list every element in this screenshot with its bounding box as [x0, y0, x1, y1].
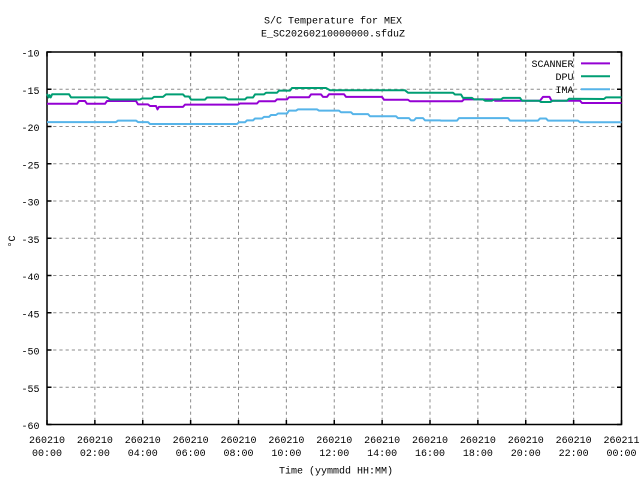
- svg-text:260210: 260210: [220, 436, 256, 447]
- svg-text:06:00: 06:00: [176, 449, 206, 460]
- svg-text:14:00: 14:00: [367, 449, 397, 460]
- svg-text:-20: -20: [21, 124, 39, 135]
- svg-text:-50: -50: [21, 348, 39, 359]
- svg-text:°C: °C: [7, 235, 19, 247]
- svg-text:08:00: 08:00: [223, 449, 253, 460]
- svg-text:260210: 260210: [29, 436, 65, 447]
- svg-text:00:00: 00:00: [32, 449, 62, 460]
- svg-text:E_SC20260210000000.sfduZ: E_SC20260210000000.sfduZ: [261, 29, 405, 41]
- svg-text:-10: -10: [21, 50, 39, 61]
- svg-text:02:00: 02:00: [80, 449, 110, 460]
- svg-text:-60: -60: [21, 422, 39, 433]
- svg-text:DPU: DPU: [555, 73, 573, 84]
- svg-text:-55: -55: [21, 385, 39, 396]
- svg-text:-35: -35: [21, 236, 39, 247]
- svg-text:S/C Temperature for MEX: S/C Temperature for MEX: [264, 16, 402, 28]
- svg-text:-15: -15: [21, 87, 39, 98]
- svg-text:18:00: 18:00: [463, 449, 493, 460]
- svg-text:Time (yymmdd HH:MM): Time (yymmdd HH:MM): [279, 466, 393, 478]
- svg-text:00:00: 00:00: [606, 449, 636, 460]
- svg-text:260210: 260210: [508, 436, 544, 447]
- svg-text:260210: 260210: [268, 436, 304, 447]
- svg-text:260210: 260210: [460, 436, 496, 447]
- svg-text:12:00: 12:00: [319, 449, 349, 460]
- svg-text:260210: 260210: [125, 436, 161, 447]
- svg-text:20:00: 20:00: [511, 449, 541, 460]
- svg-text:-30: -30: [21, 199, 39, 210]
- svg-text:260210: 260210: [173, 436, 209, 447]
- svg-text:260210: 260210: [364, 436, 400, 447]
- svg-text:260210: 260210: [316, 436, 352, 447]
- svg-text:260210: 260210: [412, 436, 448, 447]
- svg-text:260210: 260210: [556, 436, 592, 447]
- svg-text:22:00: 22:00: [559, 449, 589, 460]
- svg-text:260211: 260211: [603, 436, 639, 447]
- svg-text:16:00: 16:00: [415, 449, 445, 460]
- svg-text:04:00: 04:00: [128, 449, 158, 460]
- svg-text:SCANNER: SCANNER: [531, 60, 573, 71]
- svg-text:10:00: 10:00: [271, 449, 301, 460]
- svg-text:-45: -45: [21, 310, 39, 321]
- svg-text:260210: 260210: [77, 436, 113, 447]
- svg-text:-40: -40: [21, 273, 39, 284]
- svg-text:-25: -25: [21, 161, 39, 172]
- svg-text:IMA: IMA: [555, 86, 573, 97]
